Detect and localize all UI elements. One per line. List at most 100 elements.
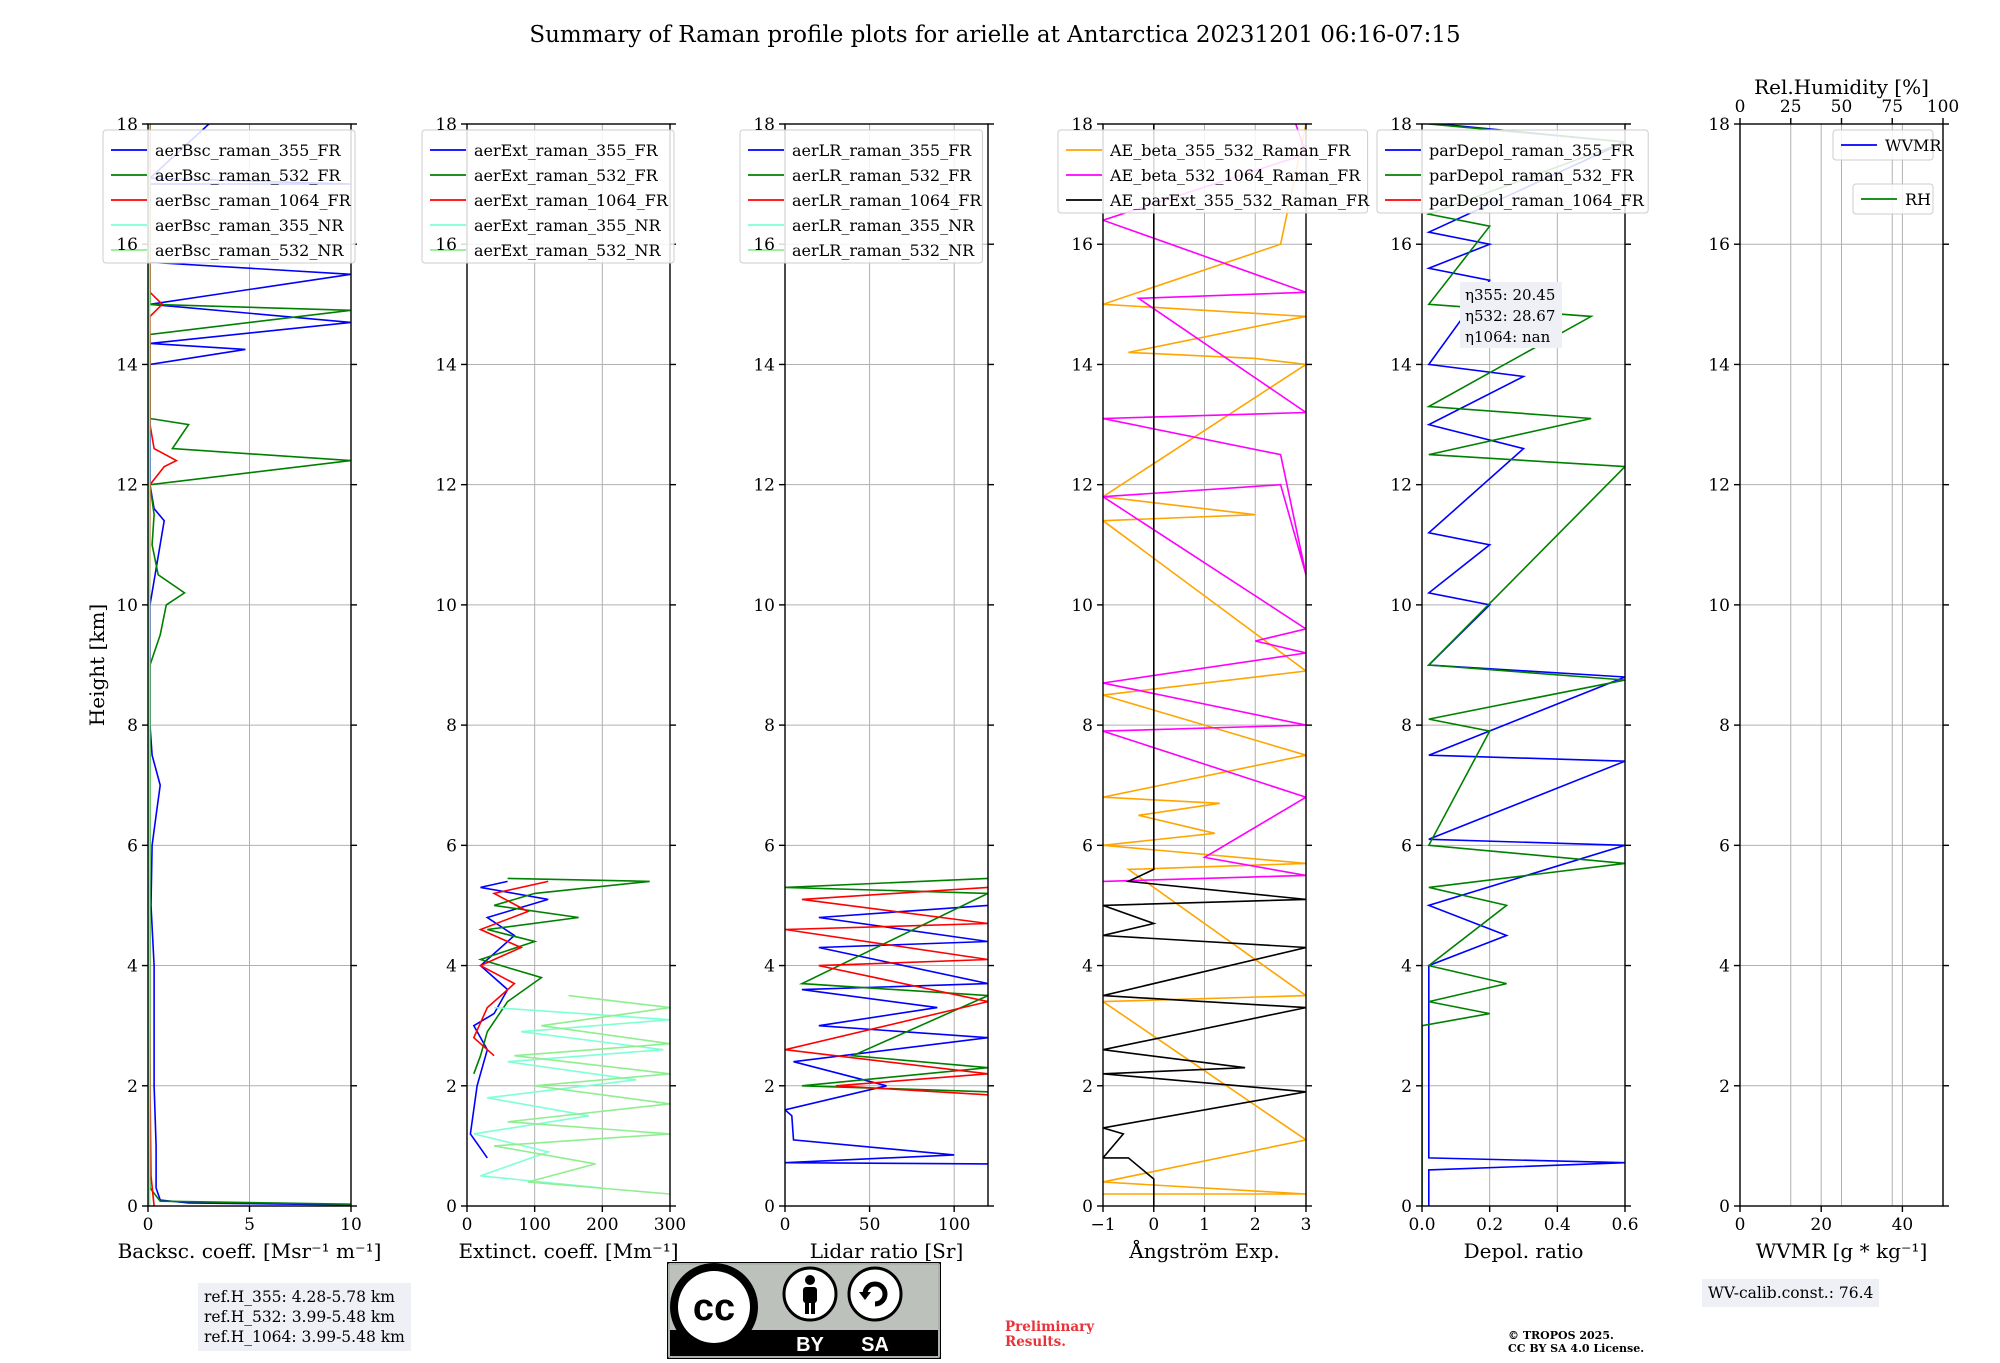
y-tick-label: 0 (764, 1197, 775, 1217)
chart-wvmr (1734, 118, 1949, 1212)
y-tick-label: 2 (1401, 1077, 1412, 1097)
legend-box (739, 129, 983, 264)
legend-entry: aerLR_raman_355_NR (792, 216, 975, 235)
y-tick-label: 12 (1708, 476, 1730, 496)
ref-height-532: ref.H_532: 3.99-5.48 km (204, 1308, 395, 1326)
y-tick-label: 16 (753, 235, 775, 255)
top-x-tick-label: 75 (1881, 97, 1903, 117)
x-axis-label: Backsc. coeff. [Msr⁻¹ m⁻¹] (118, 1239, 382, 1263)
legend-entry: aerBsc_raman_355_NR (155, 216, 344, 235)
copyright-line-1: © TROPOS 2025. (1508, 1329, 1614, 1342)
x-tick-label: 100 (938, 1215, 970, 1235)
legend-entry: parDepol_raman_1064_FR (1429, 191, 1645, 210)
y-tick-label: 2 (1719, 1077, 1730, 1097)
y-tick-label: 4 (446, 957, 457, 977)
y-tick-label: 0 (127, 1197, 138, 1217)
chart-angstrom (1057, 123, 1369, 1212)
top-x-tick-label: 50 (1831, 97, 1853, 117)
y-tick-label: 6 (1082, 836, 1093, 856)
x-tick-label: 100 (518, 1215, 550, 1235)
x-tick-label: 20 (1810, 1215, 1832, 1235)
y-tick-label: 12 (753, 476, 775, 496)
x-tick-label: 2 (1250, 1215, 1261, 1235)
x-axis-label: Extinct. coeff. [Mm⁻¹] (458, 1239, 678, 1263)
y-tick-label: 8 (446, 716, 457, 736)
y-tick-label: 14 (753, 355, 775, 375)
y-tick-label: 14 (1390, 355, 1412, 375)
y-tick-label: 10 (1071, 596, 1093, 616)
x-axis-label: Ångström Exp. (1128, 1238, 1279, 1263)
y-tick-label: 0 (1401, 1197, 1412, 1217)
legend-entry: aerBsc_raman_532_FR (155, 166, 341, 185)
legend-entry: aerExt_raman_1064_FR (474, 191, 669, 210)
y-tick-label: 16 (116, 235, 138, 255)
y-tick-label: 2 (446, 1077, 457, 1097)
legend-box (102, 129, 356, 264)
y-tick-label: 2 (1082, 1077, 1093, 1097)
series-line-parDepol_raman_355_FR (1425, 124, 1625, 1206)
y-tick-label: 18 (1071, 115, 1093, 135)
ref-height-355: ref.H_355: 4.28-5.78 km (204, 1288, 395, 1306)
x-tick-label: 0.6 (1611, 1215, 1638, 1235)
y-tick-label: 0 (446, 1197, 457, 1217)
y-tick-label: 18 (116, 115, 138, 135)
y-tick-label: 12 (1071, 476, 1093, 496)
y-tick-label: 16 (1708, 235, 1730, 255)
series-line-AE_parExt_355_532_Raman_FR (1103, 124, 1306, 1206)
series-line-aerExt_raman_532_FR (473, 877, 650, 1075)
preliminary-line-2: Results. (1005, 1334, 1066, 1350)
y-tick-label: 8 (764, 716, 775, 736)
y-tick-label: 18 (435, 115, 457, 135)
cc-by-label: BY (796, 1334, 824, 1356)
top-x-tick-label: 100 (1927, 97, 1959, 117)
y-tick-label: 12 (435, 476, 457, 496)
copyright-note: © TROPOS 2025. CC BY SA 4.0 License. (1508, 1329, 1644, 1355)
legend-entry: aerExt_raman_355_NR (474, 216, 662, 235)
y-tick-label: 4 (1719, 957, 1730, 977)
legend-entry: WVMR (1885, 136, 1942, 155)
y-tick-label: 10 (1708, 596, 1730, 616)
attribution-icon (782, 1266, 838, 1322)
axes-frame (466, 123, 671, 1207)
legend-box (1057, 129, 1369, 214)
y-tick-label: 14 (435, 355, 457, 375)
legend-entry: AE_parExt_355_532_Raman_FR (1109, 191, 1370, 210)
y-tick-label: 8 (127, 716, 138, 736)
x-tick-label: 40 (1892, 1215, 1914, 1235)
x-tick-label: 0 (1735, 1215, 1746, 1235)
y-tick-label: 12 (1390, 476, 1412, 496)
chart-extinction (421, 123, 676, 1212)
x-tick-label: 5 (244, 1215, 255, 1235)
legend-entry: RH (1905, 190, 1931, 209)
share-alike-icon (847, 1266, 903, 1322)
x-tick-label: −1 (1090, 1215, 1115, 1235)
x-axis-label: Lidar ratio [Sr] (810, 1239, 964, 1263)
y-tick-label: 6 (764, 836, 775, 856)
y-tick-label: 6 (1719, 836, 1730, 856)
y-tick-label: 0 (1719, 1197, 1730, 1217)
y-tick-label: 18 (753, 115, 775, 135)
legend-box (1832, 129, 1934, 161)
x-tick-label: 200 (586, 1215, 618, 1235)
series-line-aerExt_raman_355_NR (473, 1006, 670, 1189)
legend-entry: aerBsc_raman_355_FR (155, 141, 341, 160)
y-tick-label: 18 (1708, 115, 1730, 135)
x-tick-label: 0.0 (1408, 1215, 1435, 1235)
legend-entry: AE_beta_532_1064_Raman_FR (1109, 166, 1361, 185)
chart-lidar_ratio (739, 123, 994, 1212)
series-line-AE_beta_532_1064_Raman_FR (1103, 124, 1306, 883)
x-tick-label: 0 (1148, 1215, 1159, 1235)
y-tick-label: 12 (116, 476, 138, 496)
y-tick-label: 2 (127, 1077, 138, 1097)
legend-entry: parDepol_raman_355_FR (1429, 141, 1635, 160)
y-tick-label: 18 (1390, 115, 1412, 135)
preliminary-line-1: Preliminary (1005, 1319, 1095, 1335)
figure-title: Summary of Raman profile plots for ariel… (529, 22, 1461, 48)
x-axis-label: Depol. ratio (1464, 1239, 1584, 1263)
x-tick-label: 3 (1301, 1215, 1312, 1235)
y-tick-label: 4 (1401, 957, 1412, 977)
y-tick-label: 4 (127, 957, 138, 977)
y-tick-label: 6 (1401, 836, 1412, 856)
legend-entry: aerBsc_raman_532_NR (155, 241, 344, 260)
